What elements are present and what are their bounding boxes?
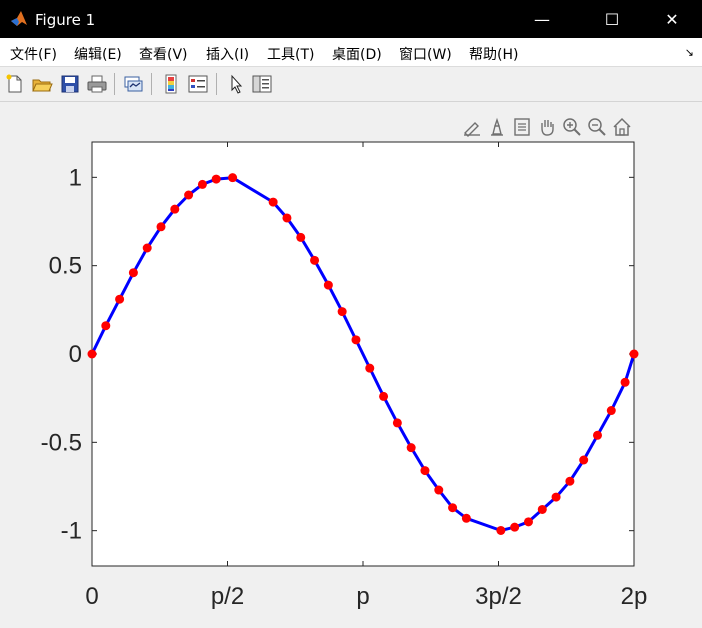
menu-bar: 文件(F) 编辑(E) 查看(V) 插入(I) 工具(T) 桌面(D) 窗口(W…	[0, 38, 702, 67]
window-title: Figure 1	[35, 11, 96, 29]
data-point	[406, 443, 416, 453]
y-tick-label: -0.5	[41, 429, 82, 456]
y-tick-label: 0	[69, 341, 82, 368]
x-tick-label: p/2	[211, 583, 244, 610]
matlab-logo-icon	[11, 11, 27, 26]
menu-overflow-icon[interactable]: ↘	[684, 47, 694, 59]
data-point	[156, 222, 166, 232]
minimize-button[interactable]: —	[534, 9, 550, 29]
x-tick-label: p	[356, 583, 369, 610]
x-tick-label: 0	[85, 583, 98, 610]
data-point	[282, 213, 292, 223]
link-plot-icon[interactable]	[122, 73, 144, 95]
data-point	[565, 476, 575, 486]
menu-insert[interactable]: 插入(I)	[206, 47, 250, 63]
data-point	[170, 204, 180, 214]
data-point	[523, 517, 533, 527]
data-point	[101, 321, 111, 331]
data-point	[323, 280, 333, 290]
x-tick-label: 3p/2	[475, 583, 522, 610]
y-tick-label: 0.5	[49, 253, 82, 280]
restore-view-icon[interactable]	[512, 117, 532, 137]
close-button[interactable]: ✕	[665, 9, 679, 29]
new-figure-icon[interactable]	[4, 73, 26, 95]
edit-plot-icon[interactable]	[225, 73, 247, 95]
plot-area[interactable]: 0 p/2 p 3p/2 2p -1 -0.5 0 0.5 1	[0, 102, 702, 628]
zoom-in-icon[interactable]	[562, 117, 582, 137]
data-point	[337, 307, 347, 317]
data-point	[579, 455, 589, 465]
data-point	[351, 335, 361, 345]
title-bar: Figure 1 — ☐ ✕	[0, 0, 702, 38]
data-point	[310, 255, 320, 265]
home-icon[interactable]	[612, 117, 632, 137]
data-point	[629, 349, 639, 359]
data-point	[606, 406, 616, 416]
data-point	[448, 503, 458, 513]
save-icon[interactable]	[59, 73, 81, 95]
menu-help[interactable]: 帮助(H)	[469, 47, 519, 63]
data-point	[115, 294, 125, 304]
menu-file[interactable]: 文件(F)	[10, 47, 57, 63]
data-point	[142, 243, 152, 253]
data-point	[510, 522, 520, 532]
print-icon[interactable]	[86, 73, 108, 95]
data-point	[184, 190, 194, 200]
data-point	[434, 485, 444, 495]
data-point	[87, 349, 97, 359]
x-tick-label: 2p	[621, 583, 648, 610]
data-point	[228, 173, 238, 183]
data-point	[392, 418, 402, 428]
open-file-icon[interactable]	[31, 73, 53, 95]
data-point	[128, 268, 138, 278]
menu-window[interactable]: 窗口(W)	[399, 47, 452, 63]
data-tips-icon[interactable]	[487, 117, 507, 137]
insert-colorbar-icon[interactable]	[160, 73, 182, 95]
data-point	[592, 430, 602, 440]
toolbar-separator	[114, 73, 115, 95]
menu-view[interactable]: 查看(V)	[139, 47, 188, 63]
data-point	[496, 525, 506, 535]
y-tick-label: -1	[61, 518, 82, 545]
data-point	[211, 174, 221, 184]
data-point	[537, 504, 547, 514]
data-point	[296, 232, 306, 242]
data-point	[365, 363, 375, 373]
toolbar-separator	[151, 73, 152, 95]
insert-legend-icon[interactable]	[187, 73, 209, 95]
pan-icon[interactable]	[537, 117, 557, 137]
y-tick-label: 1	[69, 164, 82, 191]
menu-tools[interactable]: 工具(T)	[267, 47, 315, 63]
brush-data-icon[interactable]	[462, 117, 482, 137]
figure-canvas: 0 p/2 p 3p/2 2p -1 -0.5 0 0.5 1	[0, 102, 702, 628]
maximize-button[interactable]: ☐	[604, 9, 620, 29]
data-point	[461, 513, 471, 523]
data-point	[551, 492, 561, 502]
property-inspector-icon[interactable]	[251, 73, 273, 95]
data-point	[379, 391, 389, 401]
data-point	[420, 466, 430, 476]
menu-edit[interactable]: 编辑(E)	[74, 47, 122, 63]
data-point	[268, 197, 278, 207]
data-point	[620, 377, 630, 387]
data-point	[197, 179, 207, 189]
menu-desktop[interactable]: 桌面(D)	[332, 47, 382, 63]
toolbar-separator	[216, 73, 217, 95]
zoom-out-icon[interactable]	[587, 117, 607, 137]
figure-toolbar	[0, 67, 702, 102]
